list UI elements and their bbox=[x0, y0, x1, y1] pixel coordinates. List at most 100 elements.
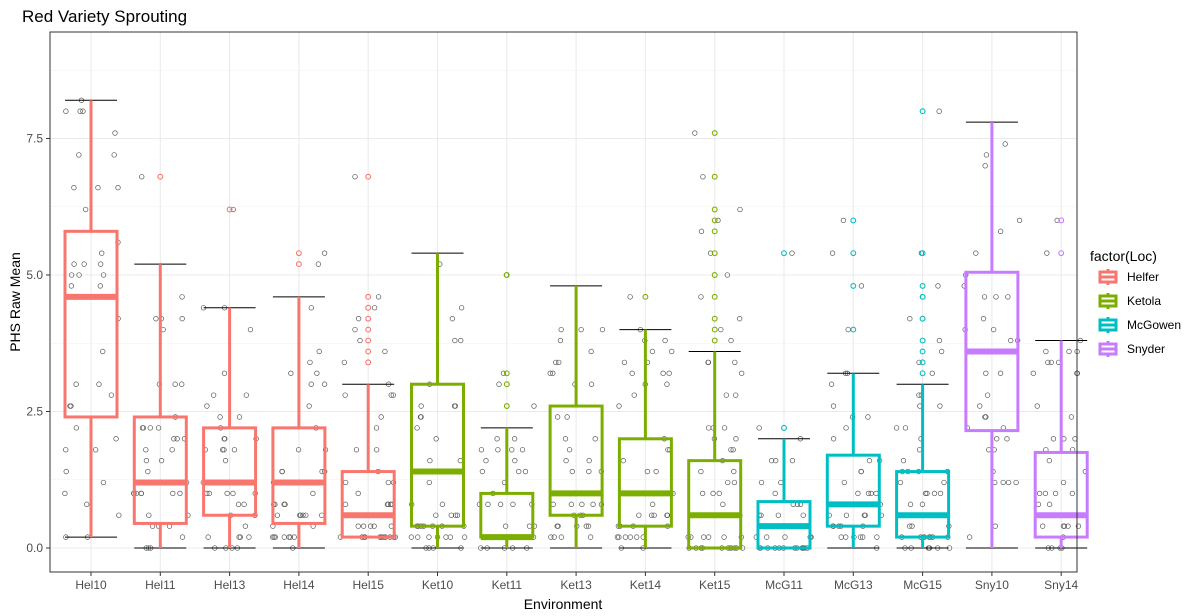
jitter-point bbox=[966, 534, 973, 540]
box-iqr bbox=[1033, 450, 1089, 539]
jitter-point bbox=[310, 490, 316, 497]
jitter-point bbox=[562, 436, 569, 442]
jitter-point bbox=[866, 457, 873, 464]
jitter-point bbox=[981, 294, 988, 300]
jitter-point bbox=[566, 447, 573, 453]
outlier-point bbox=[1058, 217, 1065, 224]
jitter-point bbox=[858, 468, 864, 475]
jitter-point bbox=[433, 512, 439, 518]
box-Sny14 bbox=[1033, 217, 1089, 549]
box-McG13 bbox=[825, 217, 881, 549]
jitter-point bbox=[315, 261, 322, 267]
jitter-point bbox=[98, 261, 104, 267]
jitter-point bbox=[100, 348, 106, 355]
jitter-point bbox=[308, 305, 314, 311]
jitter-point bbox=[725, 479, 731, 486]
jitter-point bbox=[210, 392, 217, 398]
jitter-point bbox=[941, 479, 947, 486]
jitter-point bbox=[179, 316, 185, 322]
jitter-point bbox=[929, 370, 935, 376]
jitter-point bbox=[478, 447, 485, 453]
outlier-point bbox=[503, 403, 510, 409]
jitter-point bbox=[76, 272, 82, 278]
jitter-point bbox=[983, 152, 990, 158]
outlier-point bbox=[365, 359, 372, 366]
jitter-point bbox=[558, 326, 564, 333]
jitter-point bbox=[230, 206, 236, 213]
outlier-point bbox=[711, 206, 718, 213]
jitter-point bbox=[80, 108, 86, 114]
jitter-point bbox=[982, 163, 988, 169]
jitter-point bbox=[1013, 479, 1019, 486]
jitter-point bbox=[246, 534, 252, 540]
outlier-point bbox=[919, 293, 926, 300]
jitter-point bbox=[512, 457, 518, 464]
jitter-point bbox=[100, 479, 107, 486]
box-Hel13 bbox=[202, 206, 258, 549]
jitter-point bbox=[550, 370, 556, 376]
jitter-point bbox=[231, 447, 238, 453]
box-Hel14 bbox=[271, 250, 327, 549]
x-tick-label: Sny10 bbox=[975, 578, 1009, 592]
jitter-point bbox=[701, 534, 707, 540]
jitter-point bbox=[706, 425, 712, 431]
jitter-point bbox=[427, 457, 433, 464]
boxes bbox=[63, 99, 1089, 550]
x-tick-label: Ket14 bbox=[630, 578, 662, 592]
jitter-point bbox=[907, 523, 913, 529]
jitter-point bbox=[67, 403, 73, 409]
jitter-point bbox=[111, 152, 117, 158]
jitter-point bbox=[1061, 523, 1068, 529]
jitter-point bbox=[73, 381, 79, 387]
jitter-point bbox=[355, 523, 361, 529]
jitter-point bbox=[650, 501, 656, 507]
jitter-point bbox=[458, 337, 464, 344]
jitter-point bbox=[140, 425, 147, 431]
outlier-point bbox=[919, 359, 926, 366]
jitter-point bbox=[739, 370, 745, 376]
jitter-point bbox=[1034, 403, 1040, 409]
jitter-point bbox=[519, 447, 526, 453]
jitter-point bbox=[291, 534, 297, 540]
jitter-point bbox=[77, 108, 83, 114]
jitter-point bbox=[634, 534, 640, 540]
jitter-point bbox=[907, 501, 914, 507]
jitter-point bbox=[728, 337, 734, 344]
jitter-point bbox=[177, 490, 183, 497]
outlier-point bbox=[850, 326, 857, 333]
jitter-point bbox=[1045, 359, 1051, 366]
jitter-point bbox=[829, 250, 836, 256]
jitter-point bbox=[583, 523, 589, 529]
box-iqr bbox=[895, 470, 951, 539]
outlier-point bbox=[711, 228, 718, 235]
jitter-point bbox=[230, 490, 236, 497]
jitter-point bbox=[418, 414, 424, 420]
jitter-point bbox=[614, 534, 621, 540]
jitter-point bbox=[731, 479, 738, 486]
jitter-point bbox=[564, 414, 570, 420]
box-iqr bbox=[825, 453, 881, 528]
jitter-point bbox=[314, 370, 320, 376]
jitter-point bbox=[990, 326, 997, 333]
jitter-point bbox=[448, 512, 454, 518]
jitter-point bbox=[297, 512, 304, 518]
jitter-point bbox=[112, 130, 118, 136]
jitter-point bbox=[274, 512, 281, 518]
jitter-point bbox=[71, 261, 77, 267]
jitter-point bbox=[857, 534, 864, 540]
jitter-point bbox=[1050, 436, 1057, 442]
jitter-point bbox=[1036, 490, 1043, 497]
jitter-point bbox=[893, 425, 900, 431]
jitter-point bbox=[115, 184, 121, 191]
jitter-point bbox=[937, 403, 943, 409]
jitter-point bbox=[718, 326, 724, 333]
x-tick-label: McG15 bbox=[903, 578, 942, 592]
jitter-point bbox=[510, 501, 516, 507]
jitter-point bbox=[983, 370, 989, 376]
jitter-point bbox=[936, 337, 943, 344]
y-tick-label: 5.0 bbox=[26, 268, 43, 282]
jitter-point bbox=[281, 534, 287, 540]
jitter-point bbox=[287, 534, 294, 540]
jitter-point bbox=[242, 523, 249, 529]
